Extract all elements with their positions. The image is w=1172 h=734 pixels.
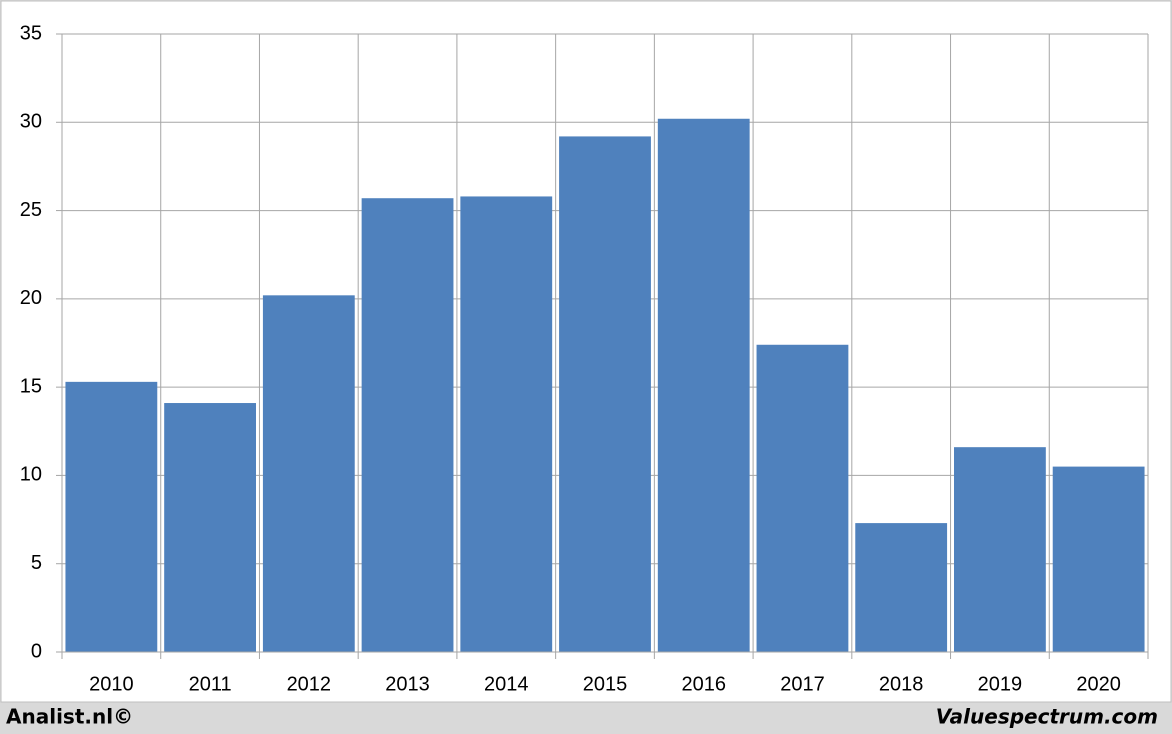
x-tick-label: 2010	[89, 673, 134, 695]
y-tick-label: 25	[20, 199, 42, 221]
x-tick-label: 2019	[978, 673, 1023, 695]
x-tick-label: 2012	[287, 673, 332, 695]
bar	[559, 136, 651, 652]
x-tick-label: 2014	[484, 673, 529, 695]
y-tick-label: 0	[31, 640, 42, 662]
x-tick-label: 2015	[583, 673, 628, 695]
x-tick-label: 2017	[780, 673, 825, 695]
bar	[164, 403, 256, 652]
bar	[657, 118, 750, 653]
y-tick-label: 5	[31, 552, 42, 574]
x-tick-label: 2016	[681, 673, 726, 695]
bar	[1052, 466, 1145, 652]
y-tick-label: 30	[20, 111, 42, 133]
bar	[855, 523, 948, 652]
bar	[756, 344, 849, 652]
credit-right: Valuespectrum.com	[936, 705, 1158, 729]
bar	[361, 198, 454, 652]
bar	[65, 381, 158, 652]
bar	[262, 295, 355, 652]
y-tick-label: 35	[20, 22, 42, 44]
y-tick-label: 10	[20, 464, 42, 486]
bar	[954, 447, 1046, 652]
bar	[460, 196, 553, 652]
credit-left: Analist.nl©	[6, 705, 133, 729]
x-tick-label: 2013	[385, 673, 430, 695]
x-tick-label: 2011	[189, 673, 232, 695]
y-tick-label: 20	[20, 287, 42, 309]
x-tick-label: 2018	[879, 673, 924, 695]
y-tick-label: 15	[20, 375, 42, 397]
x-tick-label: 2020	[1076, 673, 1121, 695]
